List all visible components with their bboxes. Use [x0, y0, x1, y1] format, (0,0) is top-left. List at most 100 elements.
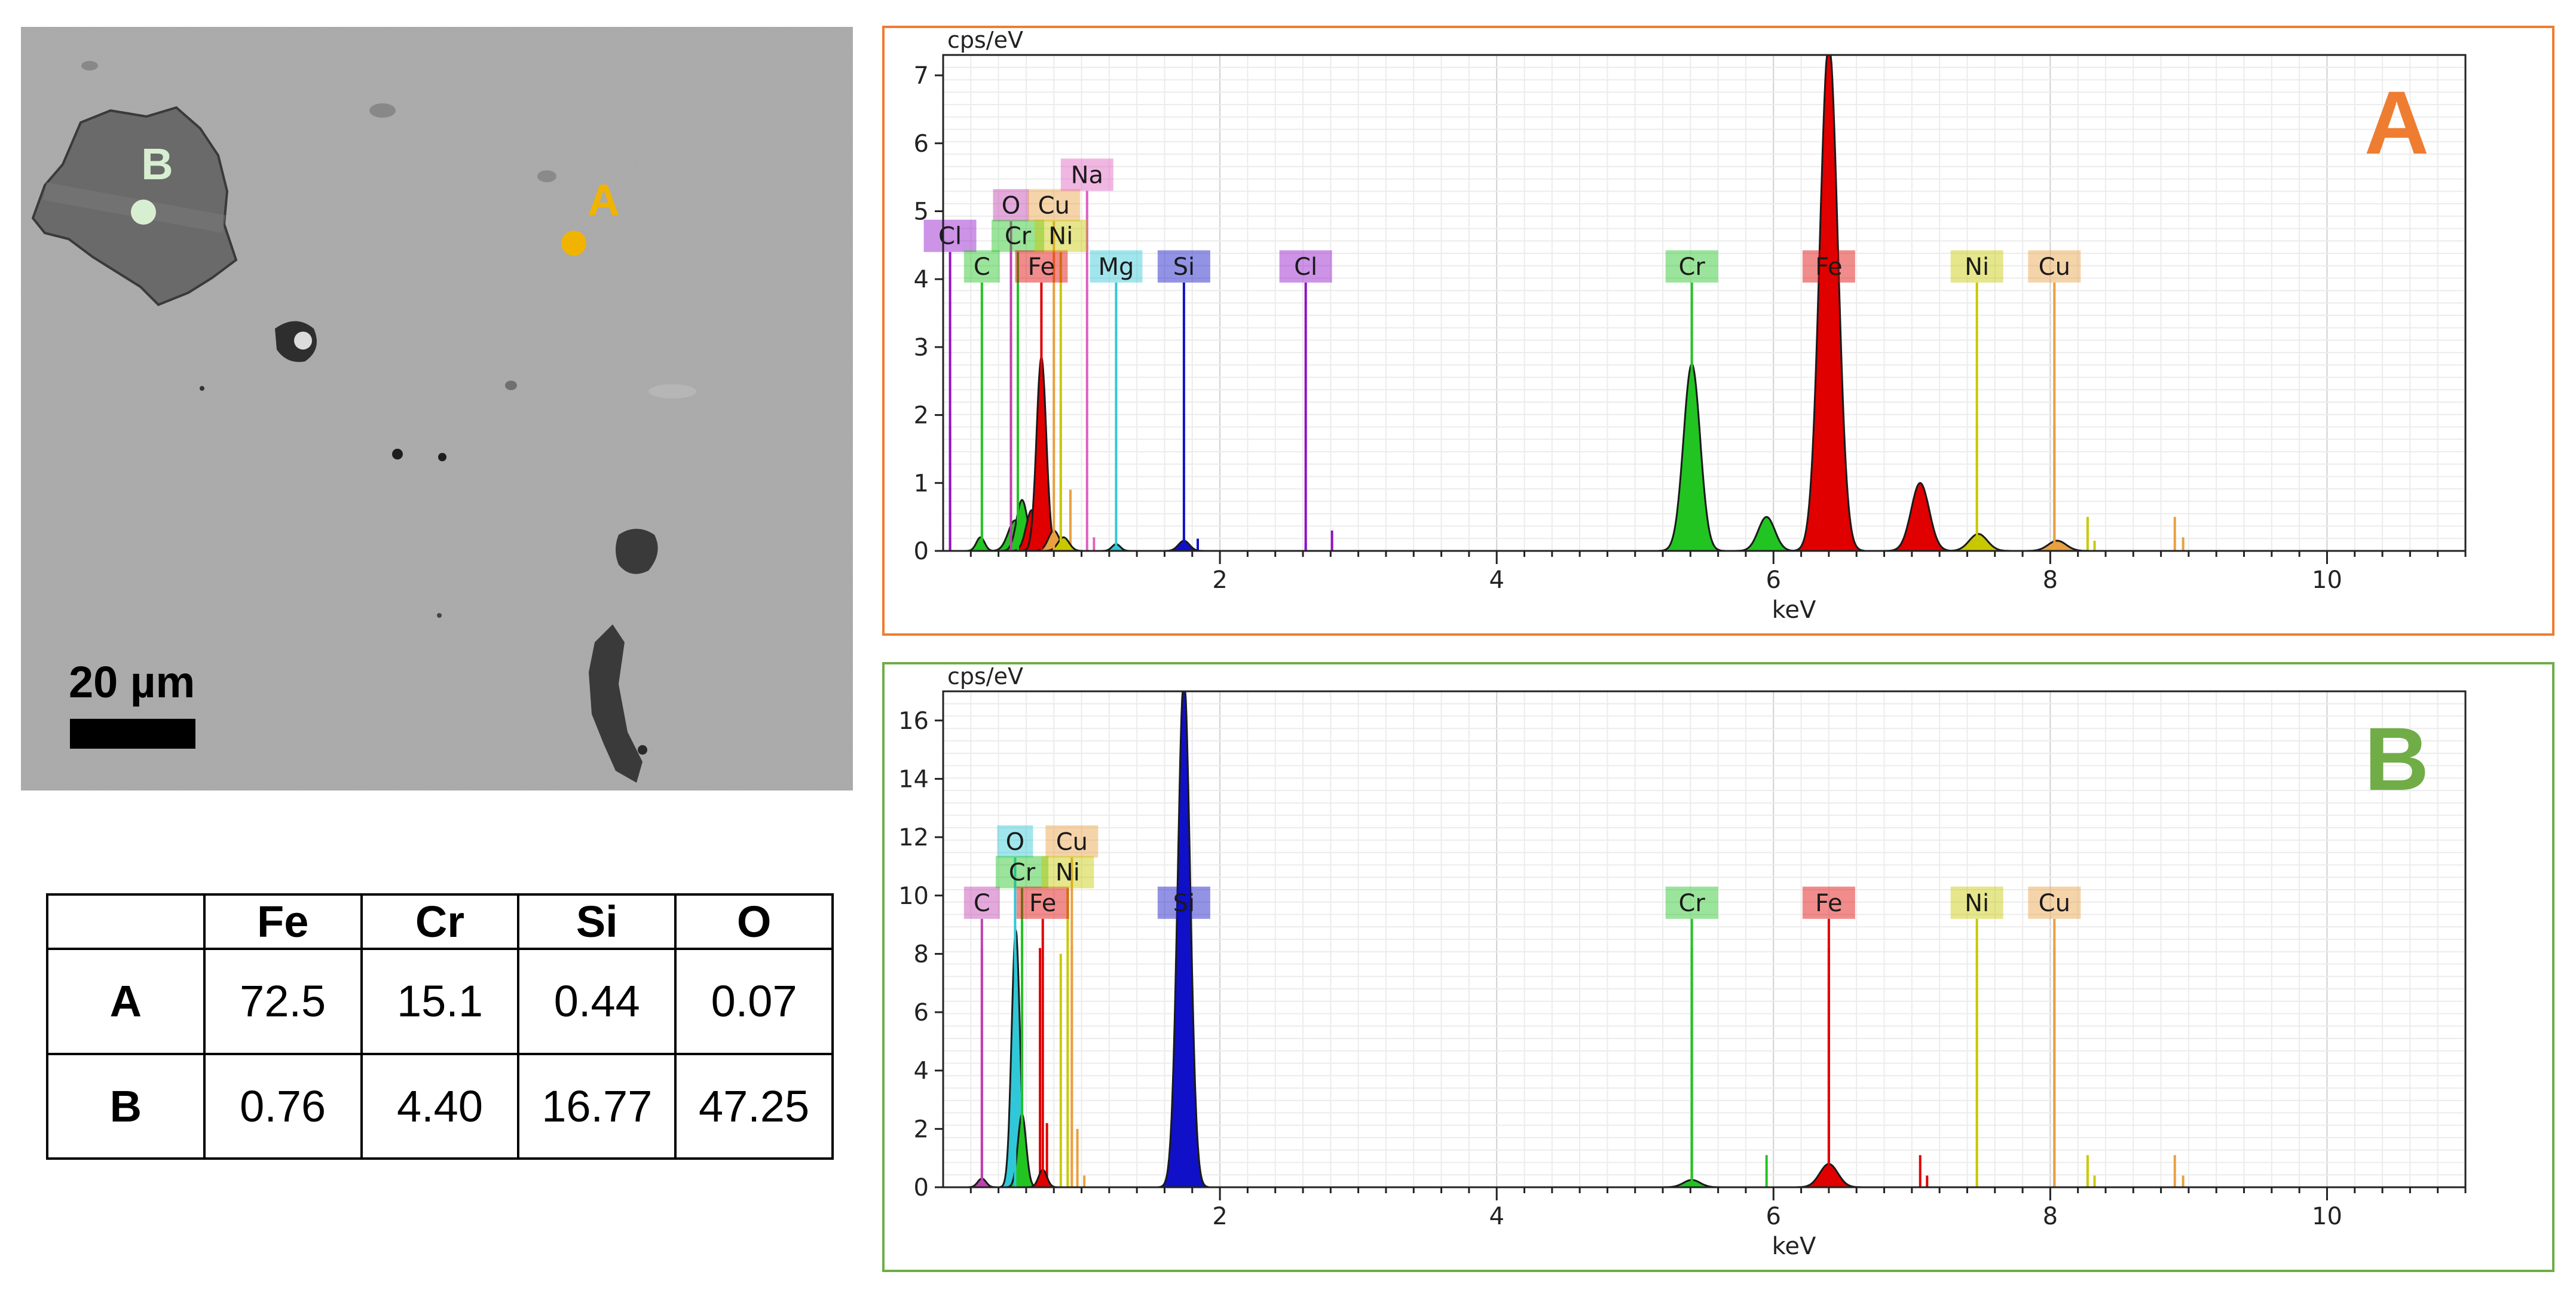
row-label: B: [46, 1052, 206, 1160]
micro-pore: [437, 613, 442, 618]
pore-highlight: [294, 332, 312, 350]
element-label: Cu: [1056, 828, 1088, 856]
y-tick-label: 1: [914, 470, 929, 497]
y-tick-label: 3: [914, 334, 929, 361]
element-label-box: [1802, 886, 1855, 919]
element-label-box: [923, 219, 977, 252]
element-label-box: [995, 856, 1048, 888]
table-cell: 4.40: [360, 1052, 520, 1160]
y-tick-label: 6: [914, 999, 929, 1027]
surface-spot: [81, 61, 98, 71]
element-label: Fe: [1028, 253, 1055, 281]
element-label-box: [1279, 250, 1332, 283]
surface-spot: [369, 103, 396, 118]
x-axis-label: keV: [1772, 1233, 1816, 1260]
element-label-box: [963, 886, 1000, 919]
element-label-box: [1157, 250, 1210, 283]
element-label: O: [1002, 192, 1020, 220]
axes-frame: [942, 54, 2467, 552]
table-row: A 72.5 15.1 0.44 0.07: [46, 948, 834, 1055]
table-cell: 0.44: [517, 948, 677, 1055]
element-label-box: [963, 250, 1000, 283]
element-label-box: [1060, 158, 1113, 191]
inclusion-feature: [616, 529, 658, 574]
row-label: A: [46, 948, 206, 1055]
x-tick-label: 10: [2312, 1203, 2342, 1230]
x-tick-label: 8: [2043, 566, 2058, 594]
y-tick-label: 6: [914, 130, 929, 158]
element-label: Ni: [1965, 890, 1989, 917]
element-label-box: [1665, 250, 1718, 283]
element-label: Cu: [1038, 192, 1070, 220]
table-header-cell: [46, 893, 206, 950]
table-cell: 15.1: [360, 948, 520, 1055]
element-label: Fe: [1029, 890, 1056, 917]
x-tick-label: 2: [1212, 1203, 1227, 1230]
element-annotations: Cl C O Cr Fe Cu Ni Na Mg Si Cl Cr Fe Ni Cu: [923, 158, 2081, 551]
spectrum-title: A: [2364, 72, 2429, 173]
x-tick-label: 10: [2312, 566, 2342, 594]
y-tick-label: 0: [914, 1174, 929, 1202]
surface-spot: [505, 381, 517, 390]
element-label: Cr: [1005, 223, 1032, 250]
x-tick-label: 4: [1489, 566, 1504, 594]
element-label-box: [1027, 189, 1081, 222]
y-tick-label: 4: [914, 266, 929, 293]
element-label-box: [1090, 250, 1143, 283]
table-header-cell: Fe: [203, 893, 363, 950]
y-axis-label: cps/eV: [947, 27, 1023, 53]
scale-bar: [70, 719, 195, 749]
element-label-box: [1015, 250, 1068, 283]
element-label: Si: [1173, 253, 1195, 281]
element-label-box: [2028, 250, 2081, 283]
sem-micrograph: B A 20 µm: [21, 27, 853, 790]
table-header-cell: O: [674, 893, 834, 950]
element-label: Ni: [1048, 223, 1073, 250]
spectrum-title: B: [2364, 709, 2429, 809]
axis-ticks: 2 4 6 8 10 0 2 4 6 8 10 12 14 16: [898, 707, 2467, 1230]
surface-spot: [537, 170, 556, 182]
micro-pore: [392, 449, 403, 459]
element-label: Cr: [1678, 890, 1705, 917]
y-tick-label: 16: [898, 707, 929, 735]
element-label: Cu: [2039, 253, 2070, 281]
table-cell: 16.77: [517, 1052, 677, 1160]
element-label-box: [1034, 219, 1087, 252]
eds-spectrum-a: Cl C O Cr Fe Cu Ni Na Mg Si Cl Cr Fe Ni Cu 2 4 6 8 10 0 1 2 3 4 5…: [882, 26, 2554, 636]
element-label: Fe: [1815, 890, 1842, 917]
y-tick-label: 4: [914, 1058, 929, 1085]
x-tick-label: 8: [2043, 1203, 2058, 1230]
gridlines: [943, 55, 2466, 551]
element-label: C: [974, 890, 990, 917]
element-label: Fe: [1815, 253, 1842, 281]
element-label: Mg: [1098, 253, 1134, 281]
element-label-box: [1950, 886, 2003, 919]
y-axis-label: cps/eV: [947, 663, 1023, 690]
y-tick-label: 7: [914, 62, 929, 90]
element-label: Cu: [2039, 890, 2070, 917]
table-cell: 47.25: [674, 1052, 834, 1160]
element-label: C: [974, 253, 990, 281]
element-label: Cr: [1009, 859, 1036, 887]
y-tick-label: 10: [898, 883, 929, 910]
y-tick-label: 2: [914, 402, 929, 430]
micro-pore: [200, 386, 204, 391]
x-tick-label: 6: [1766, 566, 1781, 594]
table-header-row: Fe Cr Si O: [46, 893, 834, 950]
y-tick-label: 8: [914, 940, 929, 968]
surface-spot: [648, 384, 696, 399]
y-tick-label: 14: [898, 765, 929, 793]
element-label-box: [1016, 886, 1069, 919]
element-label-box: [992, 219, 1045, 252]
table-header-cell: Cr: [360, 893, 520, 950]
gridlines: [943, 691, 2466, 1187]
y-tick-label: 5: [914, 198, 929, 226]
scale-bar-label: 20 µm: [69, 657, 195, 707]
element-label: Ni: [1056, 859, 1080, 887]
micro-pore: [438, 453, 446, 461]
micro-pore: [638, 745, 647, 755]
element-label-box: [1802, 250, 1855, 283]
element-label-box: [1041, 856, 1094, 888]
